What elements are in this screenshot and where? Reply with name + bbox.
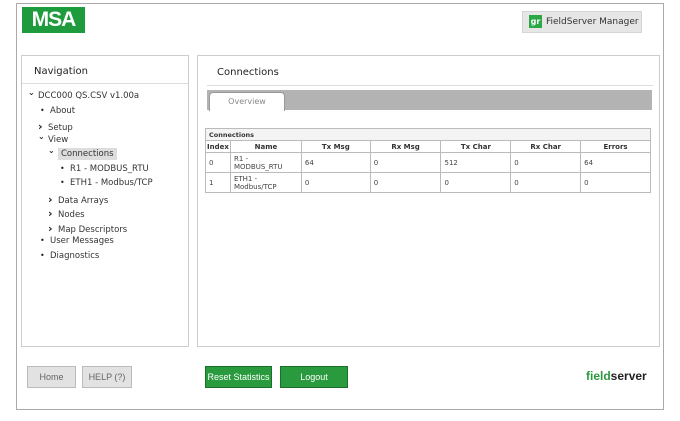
fieldserver-manager-button[interactable]: gr FieldServer Manager <box>522 11 642 33</box>
table-cell: 0 <box>440 172 512 193</box>
table-caption: Connections <box>205 128 651 141</box>
table-cell: ETH1 - Modbus/TCP <box>229 172 302 193</box>
tab-overview[interactable]: Overview <box>209 92 285 111</box>
bullet-icon: • <box>40 236 45 245</box>
fieldserver-manager-label: FieldServer Manager <box>546 17 639 27</box>
nav-item-label: Nodes <box>58 210 85 220</box>
nav-item-label: About <box>50 105 76 116</box>
nav-item[interactable]: › Data Arrays <box>48 193 108 206</box>
column-header: Tx Char <box>440 140 512 153</box>
reset-statistics-button[interactable]: Reset Statistics <box>205 366 272 388</box>
table-cell: 0 <box>300 172 371 193</box>
column-header: Rx Msg <box>369 140 442 153</box>
column-header: Errors <box>580 140 651 153</box>
divider <box>207 85 653 86</box>
nav-item-label: Diagnostics <box>50 250 100 261</box>
nav-item-label: View <box>48 134 69 145</box>
divider <box>22 83 188 84</box>
logout-button[interactable]: Logout <box>280 366 348 388</box>
table-row: 1 ETH1 - Modbus/TCP 0 0 0 0 0 <box>205 172 651 193</box>
help-button[interactable]: HELP (?) <box>82 366 132 388</box>
nav-item-label: DCC000 QS.CSV v1.00a <box>38 91 140 101</box>
table-cell: 0 <box>369 172 442 193</box>
column-header: Tx Msg <box>300 140 371 153</box>
chevron-right-icon: › <box>48 221 53 235</box>
nav-item[interactable]: • ETH1 - Modbus/TCP <box>60 178 153 188</box>
table-cell: 64 <box>300 152 371 173</box>
nav-item-label: Setup <box>48 123 73 133</box>
bullet-icon: • <box>60 163 65 173</box>
table-cell: R1 - MODBUS_RTU <box>229 152 302 173</box>
nav-item[interactable]: • R1 - MODBUS_RTU <box>60 164 149 174</box>
nav-item[interactable]: • User Messages <box>40 236 114 246</box>
table-cell: 0 <box>510 172 582 193</box>
table-row: 0 R1 - MODBUS_RTU 64 0 512 0 64 <box>205 152 651 173</box>
nav-item[interactable]: • Diagnostics <box>40 251 99 261</box>
table-cell: 512 <box>440 152 512 173</box>
nav-item-label: Connections <box>58 148 117 160</box>
nav-item-label: Map Descriptors <box>58 224 128 235</box>
page-frame <box>16 3 664 410</box>
table-cell: 0 <box>580 172 651 193</box>
msa-logo: MSA <box>22 7 85 33</box>
fieldserver-logo-server: server <box>610 369 647 383</box>
chevron-down-icon: ⌄ <box>48 146 55 155</box>
navigation-title: Navigation <box>34 66 88 77</box>
chevron-right-icon: › <box>38 120 43 133</box>
nav-item-label: R1 - MODBUS_RTU <box>70 163 149 174</box>
nav-item[interactable]: › Map Descriptors <box>48 222 127 235</box>
table-cell: 1 <box>205 172 231 193</box>
bullet-icon: • <box>40 250 45 260</box>
bullet-icon: • <box>40 105 45 115</box>
nav-item-label: User Messages <box>50 236 114 246</box>
table-cell: 0 <box>369 152 442 173</box>
nav-item-label: ETH1 - Modbus/TCP <box>70 178 153 188</box>
table-cell: 64 <box>580 152 651 173</box>
fieldserver-logo: fieldserver <box>586 369 647 383</box>
nav-item[interactable]: • About <box>40 106 75 116</box>
fieldserver-logo-field: field <box>586 369 611 383</box>
chevron-down-icon: ⌄ <box>38 131 45 141</box>
nav-item[interactable]: ⌄ DCC000 QS.CSV v1.00a <box>28 88 140 101</box>
page-title: Connections <box>217 67 279 78</box>
fieldserver-manager-icon: gr <box>529 15 542 28</box>
nav-item[interactable]: › Nodes <box>48 207 85 220</box>
nav-item[interactable]: ⌄ View <box>38 131 69 145</box>
nav-item[interactable]: › Setup <box>38 120 73 133</box>
nav-item-label: Data Arrays <box>58 195 109 206</box>
column-header: Index <box>205 140 231 153</box>
home-button[interactable]: Home <box>27 366 76 388</box>
header-row: Index Name Tx Msg Rx Msg Tx Char Rx Char Error… <box>205 140 651 153</box>
connections-table: Connections Index Name Tx Msg Rx Msg Tx Char… <box>205 128 651 193</box>
main-panel: Connections Overview Connections Index Na… <box>197 55 660 347</box>
column-header: Rx Char <box>510 140 582 153</box>
navigation-panel: Navigation ⌄ DCC000 QS.CSV v1.00a • About › S… <box>21 55 189 347</box>
table-cell: 0 <box>510 152 582 173</box>
chevron-right-icon: › <box>48 192 53 206</box>
tab-bar <box>207 90 652 110</box>
column-header: Name <box>229 140 302 153</box>
table-cell: 0 <box>205 152 231 173</box>
bullet-icon: • <box>60 178 65 187</box>
chevron-down-icon: ⌄ <box>28 88 35 97</box>
chevron-right-icon: › <box>48 207 53 220</box>
nav-item[interactable]: ⌄ Connections <box>48 146 117 160</box>
